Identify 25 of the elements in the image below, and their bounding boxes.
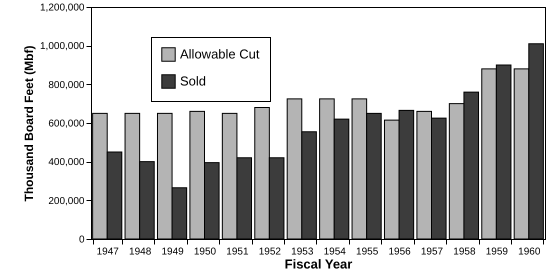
y-tick-label: 200,000 xyxy=(48,196,85,207)
x-tick-label: 1959 xyxy=(486,246,508,258)
y-axis-title: Thousand Board Feet (Mbf) xyxy=(22,46,36,202)
y-tick-label: 600,000 xyxy=(48,118,85,130)
x-tick-label: 1957 xyxy=(420,246,444,258)
x-tick-label: 1948 xyxy=(129,246,152,258)
x-tick-label: 1951 xyxy=(226,246,249,258)
x-tick-label: 1954 xyxy=(324,246,346,258)
legend-label: Sold xyxy=(180,74,206,88)
y-tick-label: 800,000 xyxy=(48,80,85,91)
x-tick-label: 1949 xyxy=(161,246,184,258)
x-tick-label: 1958 xyxy=(453,246,476,258)
x-tick-label: 1950 xyxy=(194,246,217,258)
x-tick-label: 1960 xyxy=(518,246,541,258)
legend-label: Allowable Cut xyxy=(180,46,260,62)
x-tick-label: 1955 xyxy=(356,246,379,258)
x-tick-label: 1952 xyxy=(258,246,282,258)
x-tick-label: 1956 xyxy=(388,246,412,258)
y-tick-label: 1,000,000 xyxy=(40,41,85,52)
y-tick-label: 0 xyxy=(78,234,85,246)
y-tick-label: 400,000 xyxy=(48,157,85,168)
x-tick-label: 1953 xyxy=(291,246,314,258)
x-axis-title: Fiscal Year xyxy=(284,256,352,272)
y-tick-label: 1,200,000 xyxy=(40,2,85,14)
x-tick-label: 1947 xyxy=(96,246,120,258)
